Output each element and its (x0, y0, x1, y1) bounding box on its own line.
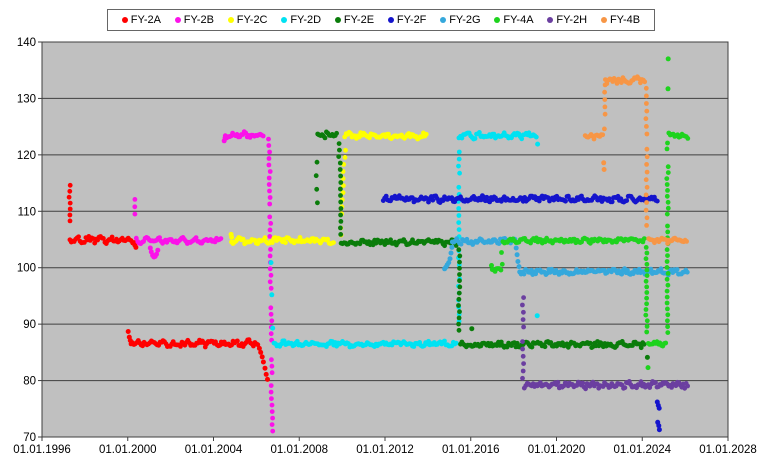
x-axis-label: 01.01.2004 (185, 444, 243, 456)
series-layer (66, 56, 691, 434)
legend-marker-icon (334, 17, 341, 23)
legend-marker-icon (494, 17, 501, 23)
x-axis-label: 01.01.2016 (442, 444, 500, 456)
legend-item-FY-4B: FY-4B (600, 14, 641, 26)
series-FY-2C (228, 129, 429, 247)
legend-marker-icon (174, 17, 181, 23)
x-axis-label: 01.01.1996 (13, 444, 71, 456)
y-axis-label: 70 (23, 432, 36, 444)
x-axis-label: 01.01.2008 (270, 444, 328, 456)
series-FY-4A (489, 56, 691, 371)
legend-label: FY-4B (609, 14, 641, 26)
y-axis-label: 100 (17, 263, 36, 275)
series-FY-2E (313, 129, 650, 360)
legend-marker-icon (547, 17, 554, 23)
legend-item-FY-2C: FY-2C (227, 14, 268, 26)
series-FY-2B (132, 129, 276, 434)
legend-item-FY-2A: FY-2A (121, 14, 161, 26)
y-axis-label: 90 (23, 319, 36, 331)
legend: FY-2A FY-2B FY-2C FY-2D FY-2E FY-2F FY-2G FY-4A… (107, 9, 655, 31)
legend-item-FY-2H: FY-2H (547, 14, 587, 26)
legend-item-FY-2G: FY-2G (440, 14, 481, 26)
legend-item-FY-2F: FY-2F (387, 14, 427, 26)
y-axis-label: 110 (18, 206, 36, 218)
series-FY-4B (582, 74, 689, 246)
legend-label: FY-2F (396, 14, 427, 26)
x-axis-label: 01.01.2020 (528, 444, 586, 456)
legend-item-FY-2B: FY-2B (174, 14, 214, 26)
plot-border (41, 41, 729, 438)
legend-item-FY-4A: FY-4A (494, 14, 534, 26)
legend-marker-icon (600, 17, 607, 23)
legend-marker-icon (227, 17, 234, 23)
legend-marker-icon (121, 17, 128, 23)
y-axis-label: 80 (23, 376, 36, 388)
legend-label: FY-2C (236, 14, 268, 26)
legend-label: FY-2H (556, 14, 588, 26)
x-axis-label: 01.01.2012 (356, 444, 414, 456)
series-FY-2A (66, 182, 270, 382)
series-FY-2F (380, 193, 662, 433)
x-axis-label: 01.01.2028 (699, 444, 757, 456)
legend-marker-icon (281, 17, 288, 23)
y-axis-label: 130 (17, 93, 36, 105)
y-axis-label: 120 (17, 150, 36, 162)
legend-label: FY-2A (130, 14, 161, 26)
y-axis-label: 140 (17, 37, 36, 49)
legend-label: FY-2G (449, 14, 481, 26)
legend-item-FY-2E: FY-2E (334, 14, 375, 26)
legend-label: FY-4A (503, 14, 534, 26)
series-FY-2H (520, 295, 690, 392)
legend-marker-icon (387, 17, 394, 23)
legend-marker-icon (440, 17, 447, 23)
legend-item-FY-2D: FY-2D (281, 14, 321, 26)
x-axis-label: 01.01.2000 (99, 444, 157, 456)
legend-label: FY-2E (343, 14, 375, 26)
x-axis-label: 01.01.2024 (613, 444, 671, 456)
legend-label: FY-2D (290, 14, 322, 26)
legend-label: FY-2B (183, 14, 214, 26)
